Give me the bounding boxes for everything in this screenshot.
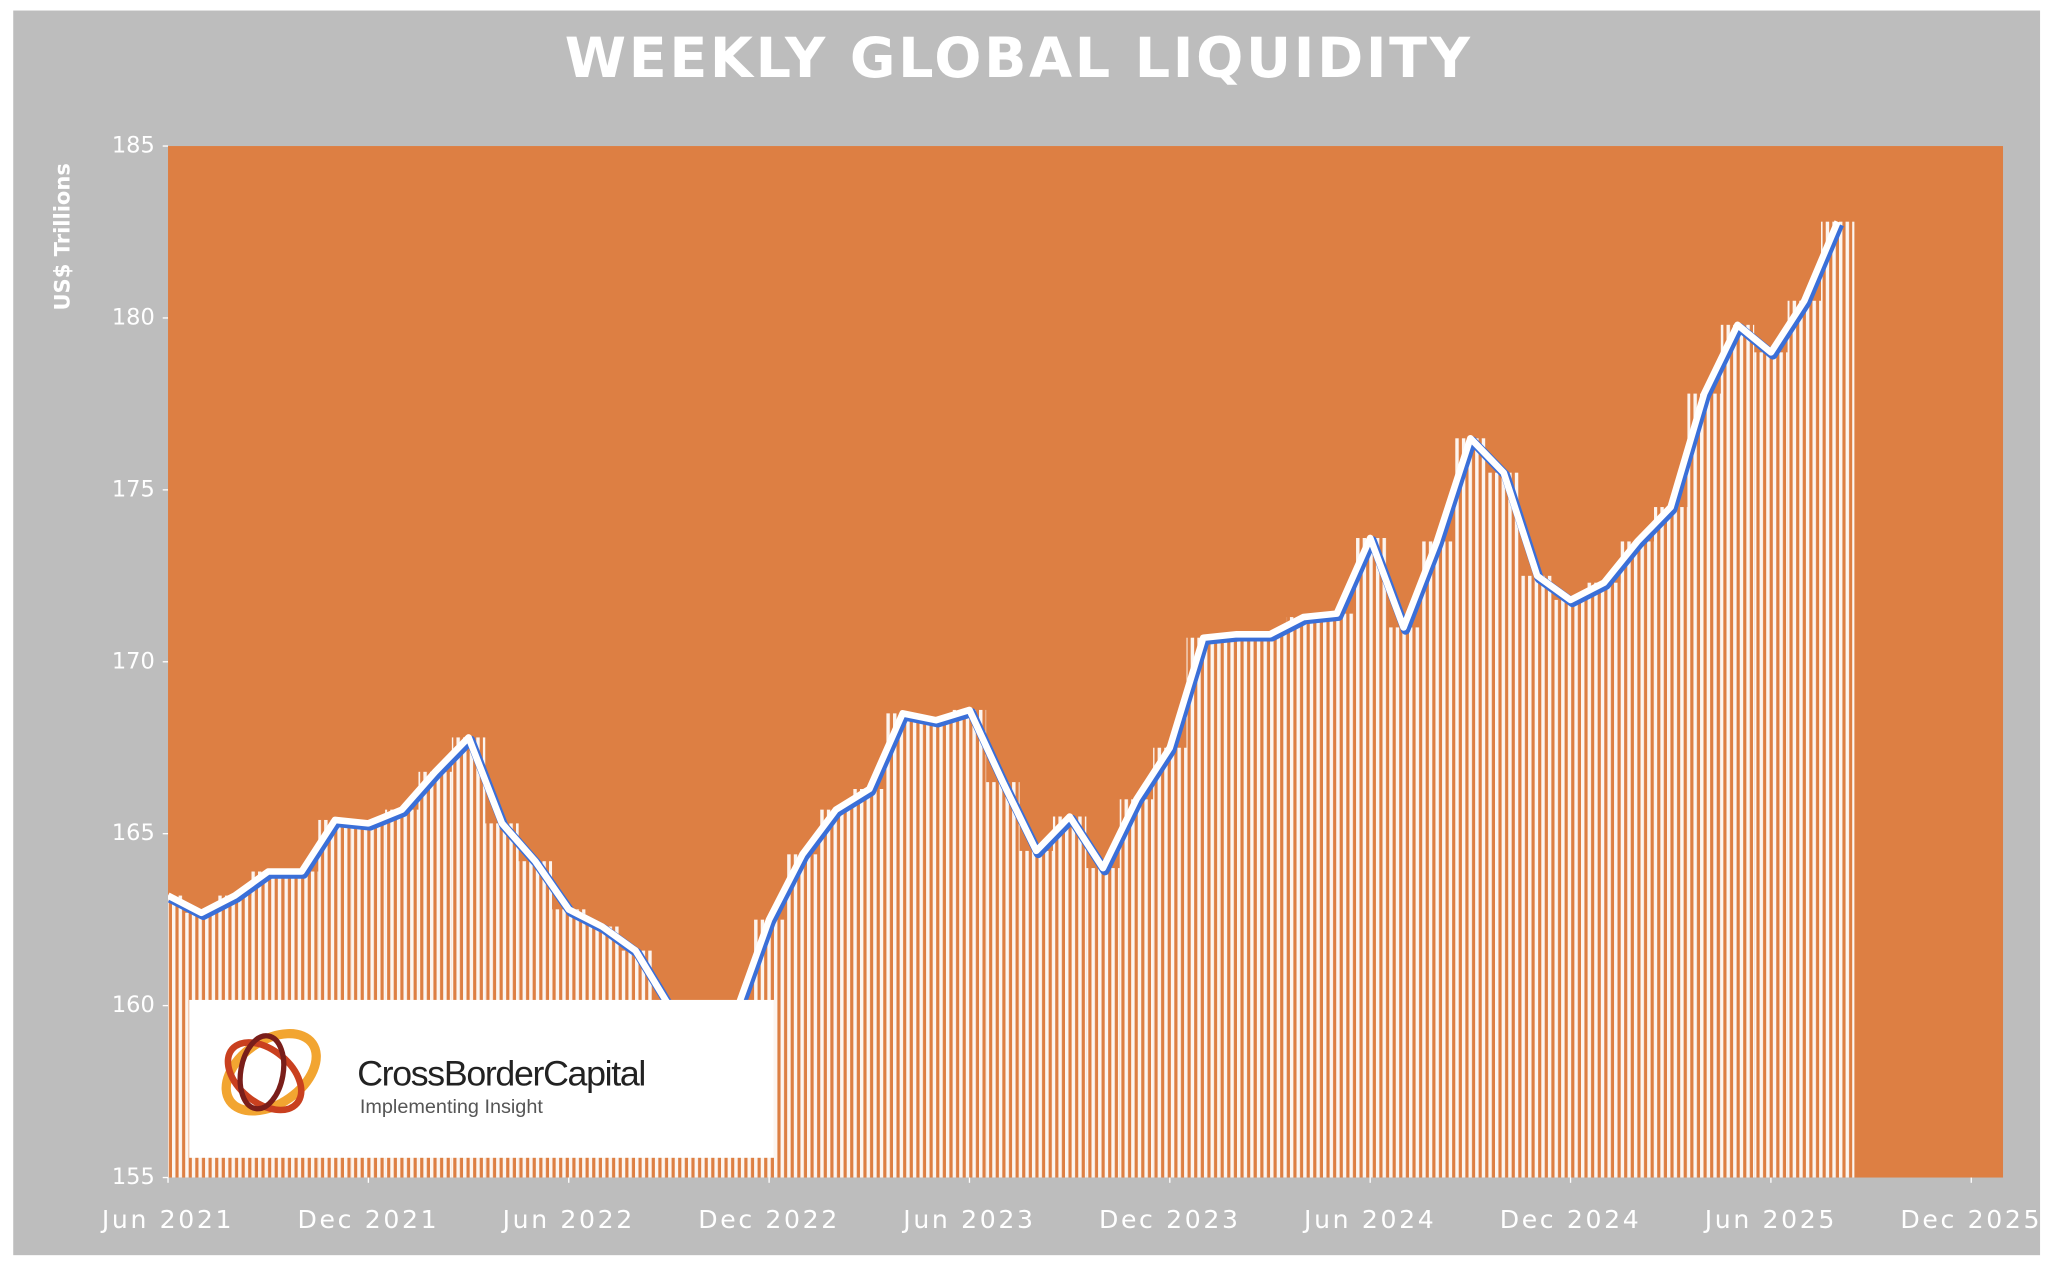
x-tick-label: Jun 2024 bbox=[1302, 1205, 1436, 1234]
lines bbox=[168, 220, 1844, 1082]
bar bbox=[1420, 541, 1454, 1178]
bar bbox=[1820, 221, 1855, 1178]
y-tick-label: 160 bbox=[112, 992, 155, 1018]
bar bbox=[885, 713, 920, 1178]
y-tick-label: 165 bbox=[112, 820, 155, 846]
x-tick-label: Dec 2024 bbox=[1500, 1205, 1642, 1234]
y-tick-label: 180 bbox=[112, 304, 155, 330]
bar bbox=[1119, 799, 1154, 1178]
bar bbox=[819, 809, 853, 1178]
y-tick-label: 155 bbox=[112, 1164, 155, 1190]
bar bbox=[1553, 599, 1588, 1178]
chart-title: WEEKLY GLOBAL LIQUIDITY bbox=[565, 27, 1473, 91]
bar bbox=[1286, 617, 1321, 1178]
bar bbox=[168, 895, 185, 1178]
x-tick-label: Jun 2025 bbox=[1703, 1205, 1837, 1234]
axes: 155 160 165 170 175 180 185 Jun 2021 Dec 2021 Jun… bbox=[100, 133, 2042, 1234]
x-tick-label: Jun 2023 bbox=[901, 1205, 1035, 1234]
bar bbox=[1720, 324, 1755, 1178]
logo-tagline: Implementing Insight bbox=[360, 1096, 544, 1118]
bar bbox=[1052, 816, 1087, 1178]
bar bbox=[1620, 541, 1655, 1178]
bar bbox=[1654, 507, 1688, 1178]
line bbox=[168, 220, 1841, 1078]
bar bbox=[1487, 472, 1521, 1178]
bar bbox=[952, 709, 987, 1178]
y-axis-label: US$ Trillions bbox=[49, 163, 74, 310]
x-tick-label: Jun 2022 bbox=[501, 1205, 635, 1234]
bar bbox=[919, 720, 953, 1178]
bar bbox=[1587, 582, 1621, 1178]
bar bbox=[1787, 300, 1821, 1178]
x-tick-label: Jun 2021 bbox=[100, 1205, 234, 1234]
bar bbox=[1353, 538, 1387, 1178]
bar bbox=[785, 854, 820, 1178]
bar bbox=[1520, 575, 1554, 1178]
y-tick-label: 185 bbox=[112, 133, 155, 159]
logo: CrossBorderCapital Implementing Insight bbox=[189, 999, 774, 1158]
bar bbox=[1386, 627, 1421, 1178]
bar bbox=[852, 789, 886, 1178]
bar bbox=[1320, 613, 1354, 1178]
bar bbox=[1687, 393, 1721, 1178]
bar bbox=[986, 782, 1020, 1178]
bar bbox=[1253, 634, 1287, 1178]
logo-ring bbox=[237, 1033, 287, 1112]
y-tick-label: 175 bbox=[112, 476, 155, 502]
logo-name: CrossBorderCapital bbox=[357, 1054, 645, 1094]
bar bbox=[1453, 438, 1488, 1178]
x-tick-label: Dec 2025 bbox=[1900, 1205, 2042, 1234]
x-tick-label: Dec 2021 bbox=[298, 1205, 440, 1234]
bar bbox=[1019, 850, 1053, 1178]
x-tick-label: Dec 2022 bbox=[698, 1205, 840, 1234]
logo-box bbox=[189, 999, 774, 1158]
bar bbox=[1219, 634, 1254, 1178]
bar bbox=[1186, 637, 1220, 1178]
bar bbox=[1153, 747, 1187, 1178]
y-tick-label: 170 bbox=[112, 648, 155, 674]
bar bbox=[1754, 352, 1788, 1178]
x-tick-label: Dec 2023 bbox=[1099, 1205, 1241, 1234]
bar bbox=[1086, 868, 1120, 1178]
bars bbox=[168, 221, 1855, 1178]
